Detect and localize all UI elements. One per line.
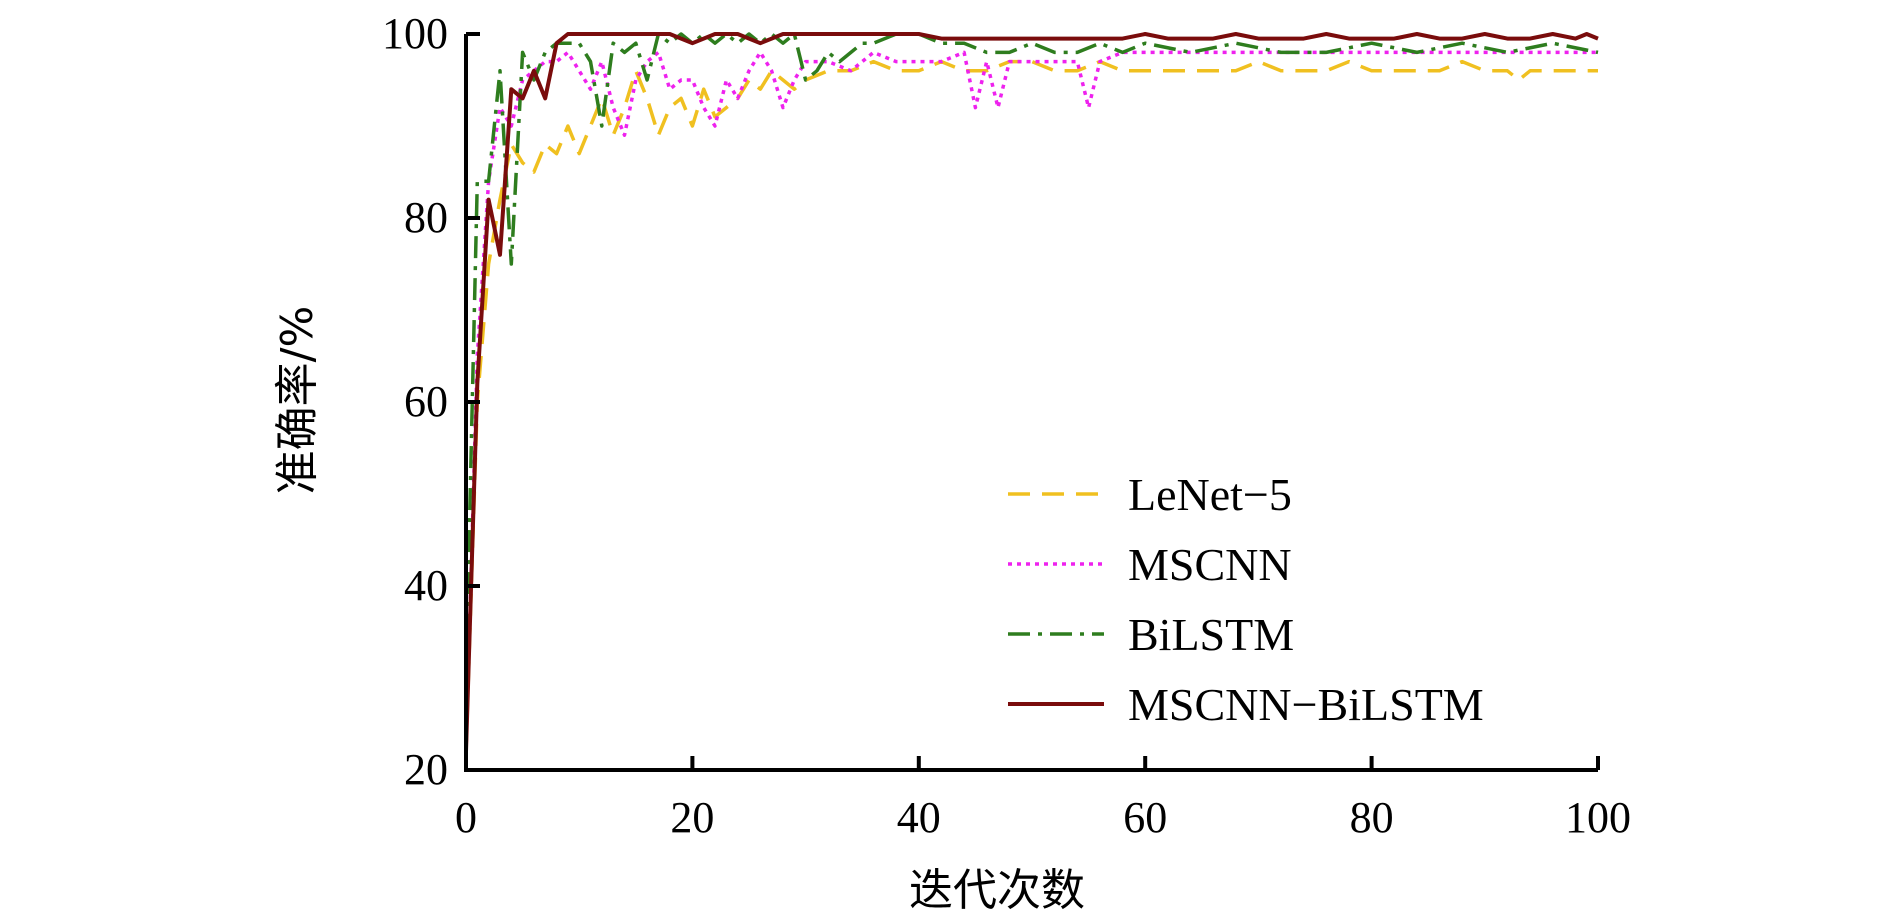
x-tick-label: 40 [897, 793, 941, 842]
legend-label-1: MSCNN [1128, 539, 1292, 590]
y-axis-title: 准确率/% [272, 306, 323, 495]
y-tick-label: 20 [404, 745, 448, 794]
series-line-1 [464, 50, 1598, 752]
x-tick-label: 100 [1565, 793, 1631, 842]
series-line-2 [464, 32, 1599, 679]
legend-label-3: MSCNN−BiLSTM [1128, 679, 1484, 730]
series-line-0 [464, 59, 1598, 752]
series-line-3 [464, 32, 1599, 752]
x-tick-label: 60 [1123, 793, 1167, 842]
y-tick-label: 100 [382, 9, 448, 58]
x-axis-title: 迭代次数 [909, 865, 1085, 916]
x-tick-label: 0 [455, 793, 477, 842]
legend-label-2: BiLSTM [1128, 609, 1294, 660]
legend-label-0: LeNet−5 [1128, 469, 1292, 520]
y-tick-label: 80 [404, 193, 448, 242]
x-tick-label: 20 [670, 793, 714, 842]
y-tick-label: 60 [404, 377, 448, 426]
x-tick-label: 80 [1350, 793, 1394, 842]
y-tick-label: 40 [404, 561, 448, 610]
